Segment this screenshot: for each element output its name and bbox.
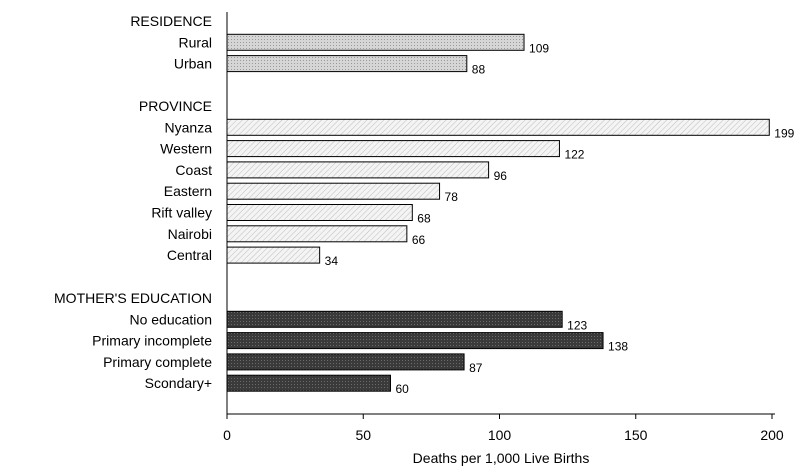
- category-label: Rural: [179, 34, 212, 50]
- bar: [226, 246, 321, 264]
- bar: [226, 353, 465, 371]
- category-label: Eastern: [164, 183, 212, 199]
- data-label: 68: [417, 212, 431, 226]
- bar: [226, 204, 413, 221]
- x-tick-label: 150: [624, 427, 648, 443]
- data-label: 138: [608, 340, 628, 354]
- data-label: 66: [412, 233, 426, 247]
- data-label: 88: [472, 63, 486, 77]
- group-heading: PROVINCE: [139, 98, 212, 114]
- data-label: 34: [325, 254, 339, 268]
- data-label: 96: [494, 169, 508, 183]
- data-label: 109: [529, 41, 549, 55]
- bar: [226, 225, 408, 243]
- x-axis-ticks: 0 50 100 150 200: [223, 414, 784, 443]
- data-label: 60: [396, 382, 410, 396]
- group-heading: RESIDENCE: [130, 13, 212, 29]
- bar: [226, 140, 560, 158]
- x-tick-label: 200: [760, 427, 784, 443]
- group-heading: MOTHER'S EDUCATION: [54, 290, 212, 306]
- data-label: 78: [445, 190, 459, 204]
- x-tick-label: 0: [223, 427, 231, 443]
- bar: [226, 332, 604, 350]
- bar: [226, 310, 563, 328]
- bar: [226, 374, 391, 392]
- category-label: Primary complete: [103, 354, 212, 370]
- category-label: Urban: [174, 56, 212, 72]
- category-label: Central: [167, 247, 212, 263]
- bar: [226, 182, 441, 200]
- data-label: 87: [469, 361, 483, 375]
- data-label: 123: [567, 318, 587, 332]
- data-label: 199: [774, 126, 794, 140]
- category-label: Nyanza: [165, 119, 213, 135]
- bar: [226, 33, 525, 51]
- category-label: Western: [160, 141, 212, 157]
- x-tick-label: 100: [488, 427, 512, 443]
- plot-area: RESIDENCE Rural 109 Urban 88 PROVINCE Nyanza 19…: [54, 13, 795, 396]
- bar: [226, 118, 770, 136]
- bar: [226, 55, 468, 73]
- category-label: Rift valley: [151, 205, 212, 221]
- category-label: Coast: [175, 162, 212, 178]
- x-axis-label: Deaths per 1,000 Live Births: [413, 450, 590, 466]
- category-label: Primary incomplete: [92, 333, 212, 349]
- category-label: Scondary+: [145, 375, 212, 391]
- bar: [226, 161, 490, 179]
- category-label: No education: [129, 311, 212, 327]
- data-label: 122: [564, 148, 584, 162]
- x-tick-label: 50: [355, 427, 371, 443]
- category-label: Nairobi: [168, 226, 212, 242]
